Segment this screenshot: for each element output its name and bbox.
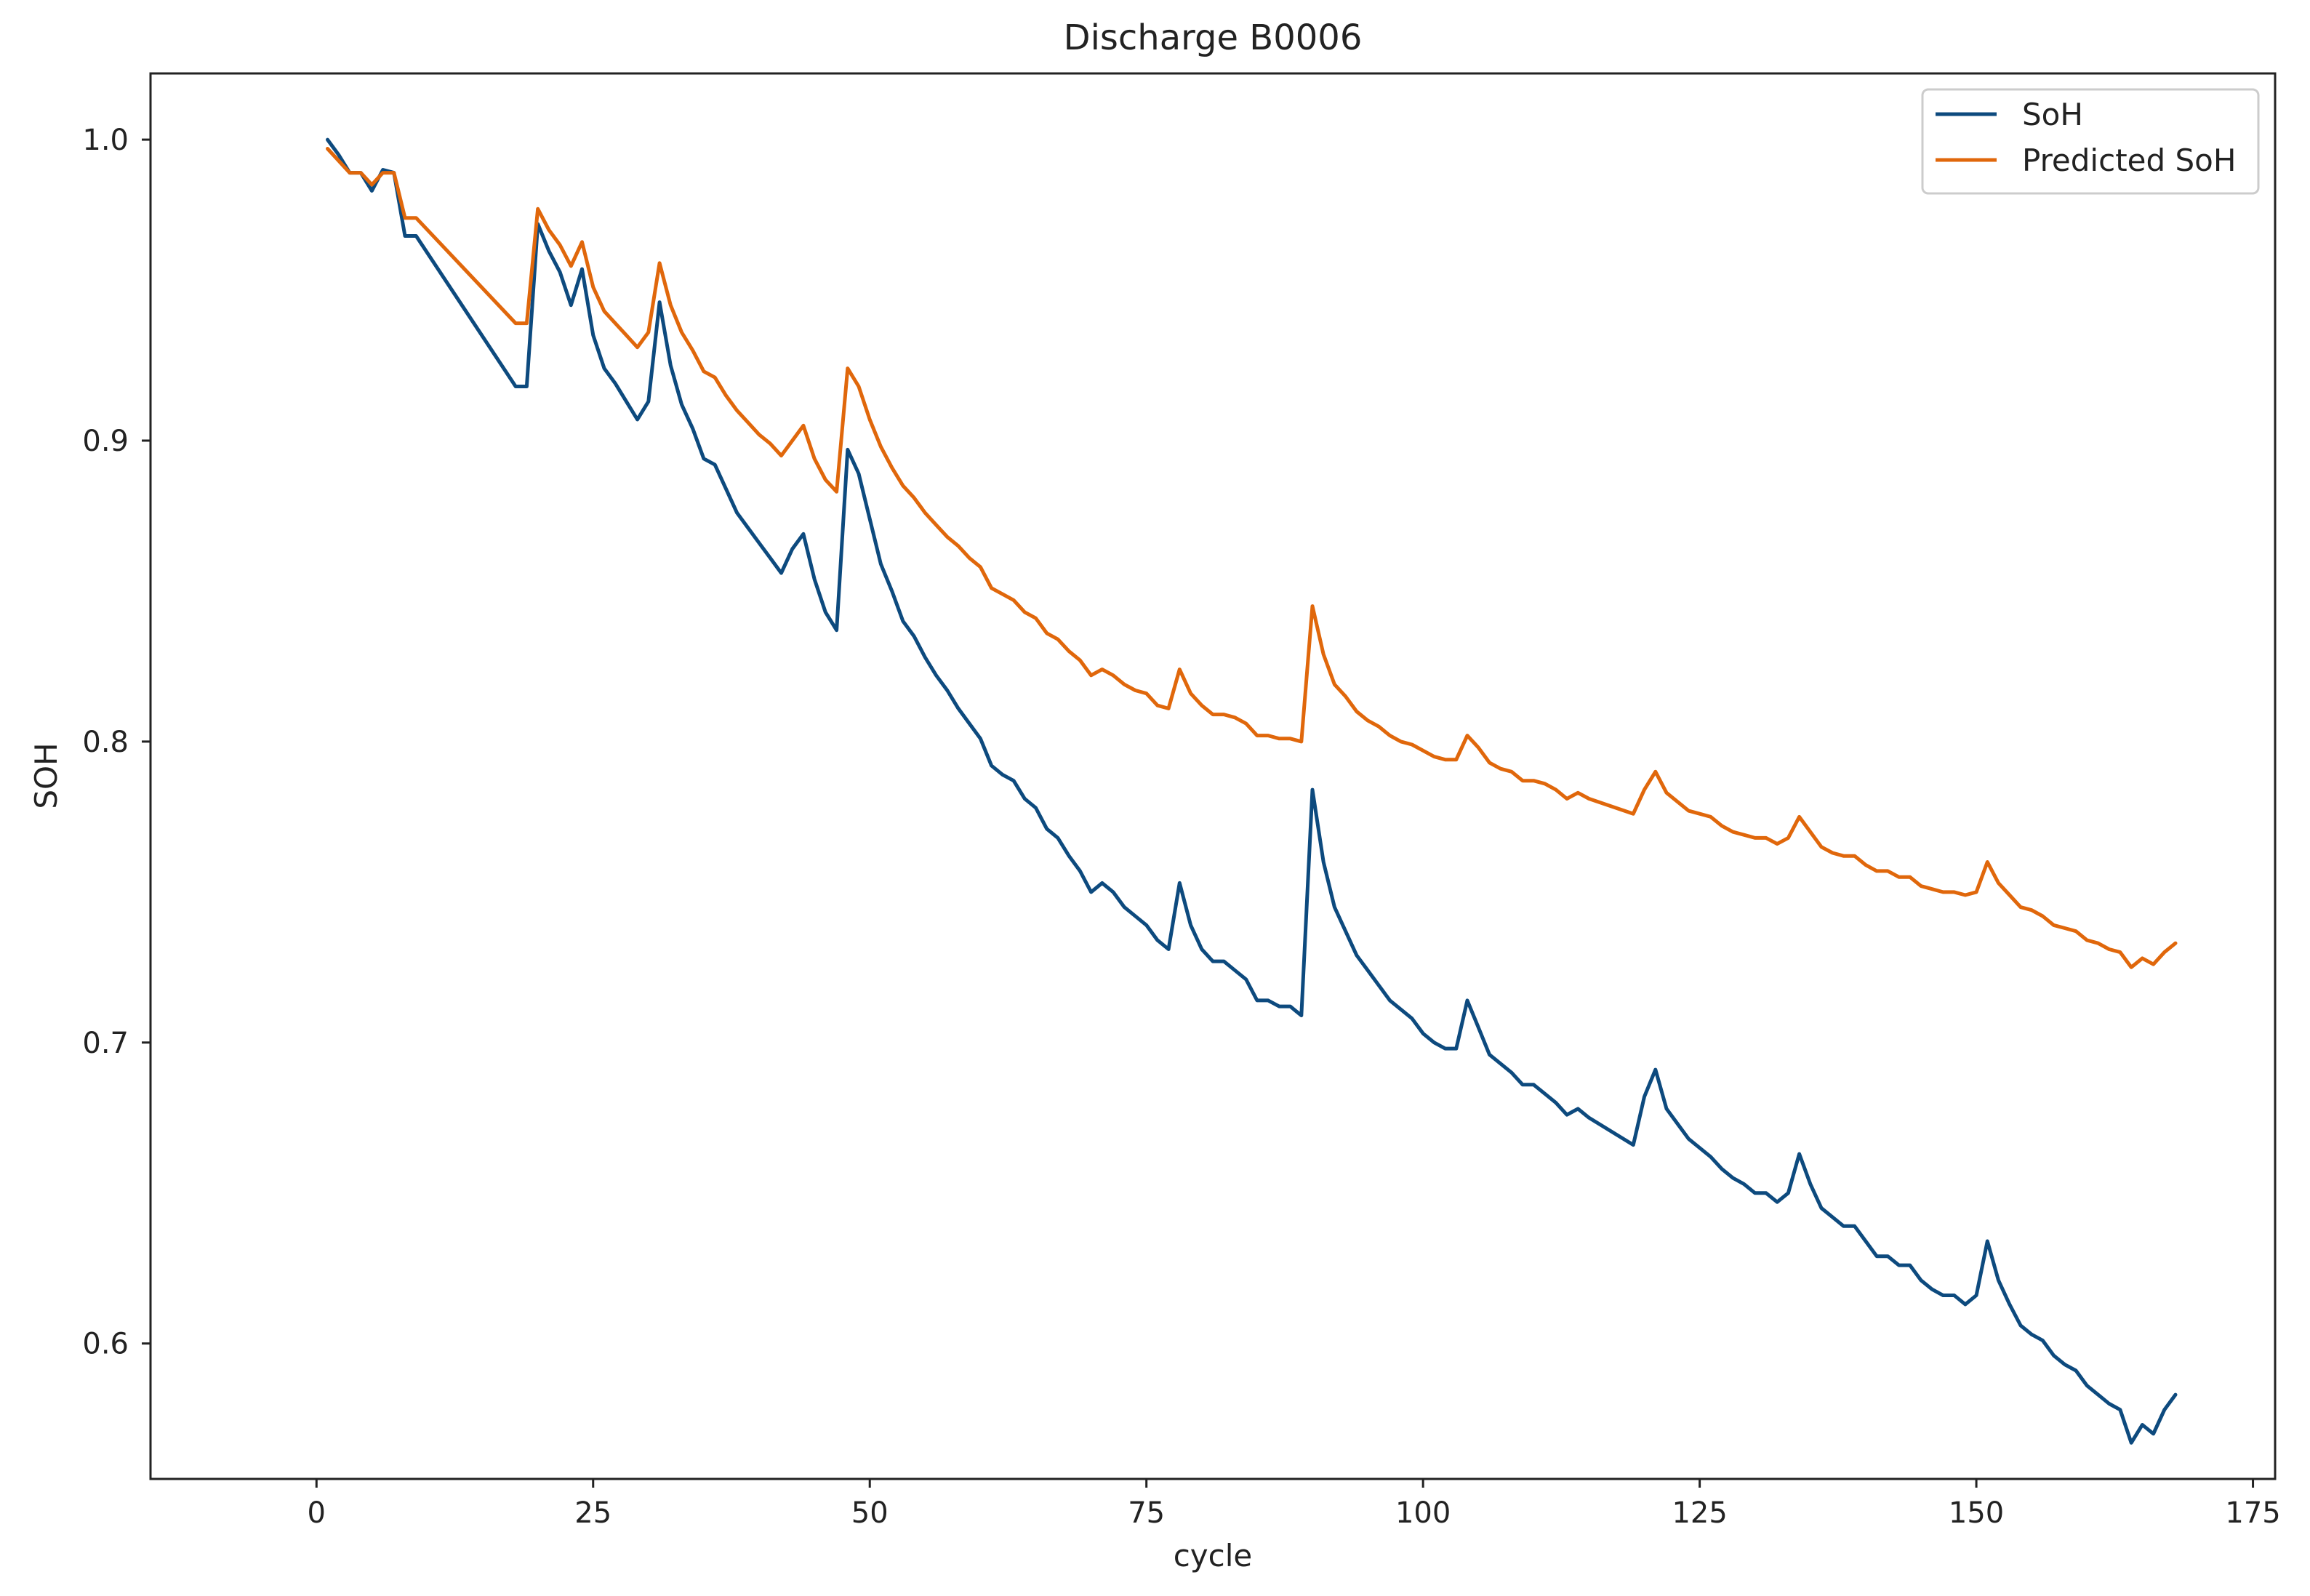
chart-title: Discharge B0006 [1064,17,1363,58]
x-axis-label: cycle [1174,1538,1253,1573]
x-tick-label: 0 [308,1496,326,1530]
x-tick-label: 125 [1672,1496,1727,1530]
y-tick-label: 0.7 [82,1027,129,1060]
y-axis: 0.6 0.7 0.8 0.9 1.0 [82,124,151,1361]
x-tick-label: 25 [574,1496,611,1530]
legend-label-soh: SoH [2022,97,2083,132]
x-tick-label: 50 [851,1496,889,1530]
y-tick-label: 1.0 [82,124,129,157]
y-tick-label: 0.9 [82,425,129,458]
legend-label-predicted-soh: Predicted SoH [2022,143,2236,178]
series-line-predicted-soh [326,147,2178,969]
legend: SoH Predicted SoH [1921,88,2260,195]
legend-frame [1921,88,2260,195]
y-tick-label: 0.6 [82,1328,129,1361]
y-tick-label: 0.8 [82,726,129,759]
x-tick-label: 175 [2225,1496,2280,1530]
x-tick-label: 75 [1128,1496,1165,1530]
x-tick-label: 150 [1949,1496,2004,1530]
series-layer [326,137,2178,1445]
x-axis: 0 25 50 75 100 125 150 175 [308,1479,2281,1530]
y-axis-label: SOH [28,742,64,809]
series-line-soh [326,137,2178,1445]
plot-area [149,72,2277,1480]
x-tick-label: 100 [1395,1496,1451,1530]
